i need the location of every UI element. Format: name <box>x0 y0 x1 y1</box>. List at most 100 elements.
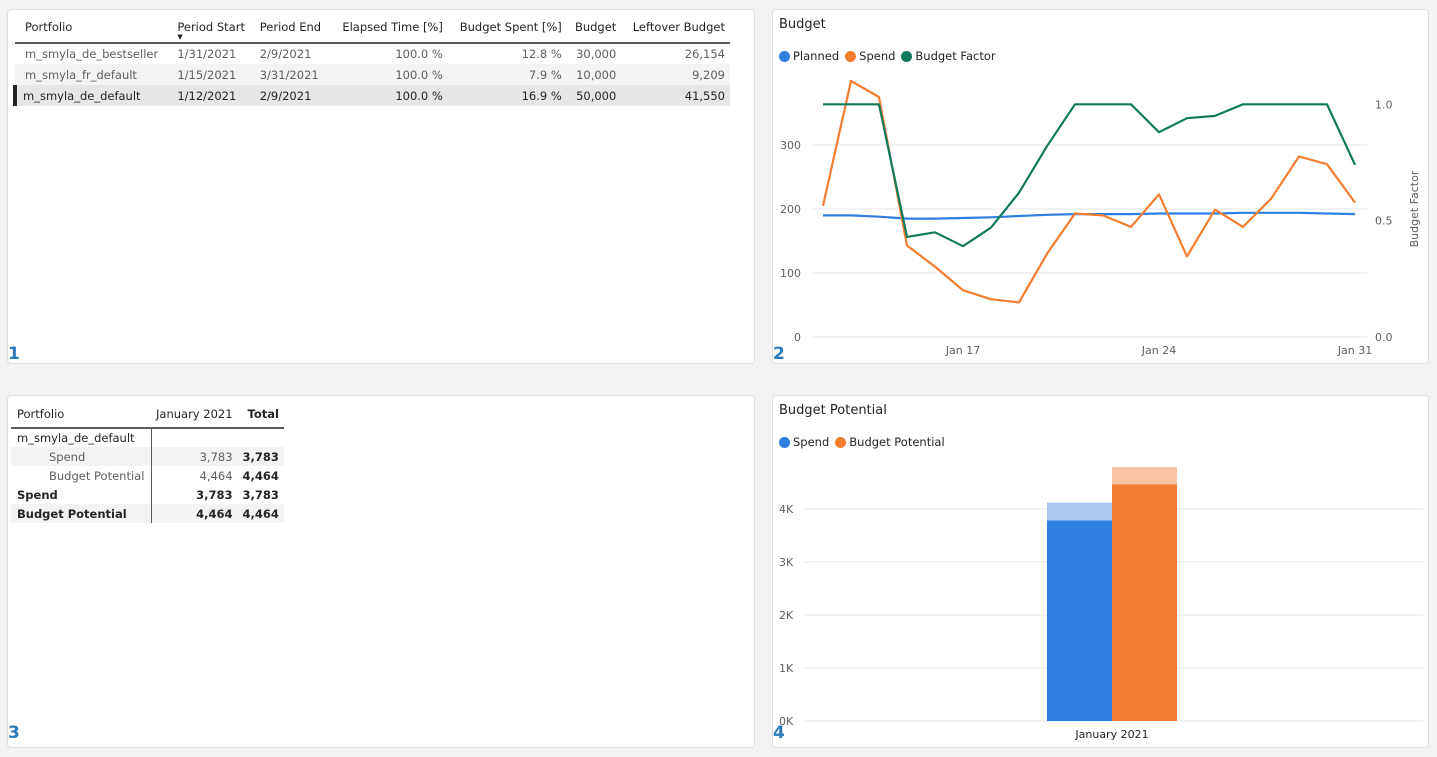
legend-dot-icon <box>779 50 790 62</box>
legend-dot-icon <box>835 436 847 448</box>
legend-label: Budget Factor <box>915 49 996 63</box>
legend-dot-icon <box>779 436 790 448</box>
matrix-row[interactable]: Spend 3,783 3,783 <box>11 447 284 466</box>
legend-item-budget-factor[interactable]: Budget Factor <box>901 49 996 63</box>
y2-tick-label: 0.5 <box>1375 215 1393 228</box>
legend-label: Budget Potential <box>849 435 945 449</box>
sort-desc-icon: ▼ <box>177 33 183 41</box>
portfolio-table: Portfolio Period Start ▼ Period End Elaps… <box>12 15 730 106</box>
legend-label: Planned <box>793 49 840 63</box>
col-budget[interactable]: Budget <box>574 20 617 34</box>
cell-start: 1/31/2021 <box>177 47 237 61</box>
matrix-col-january[interactable]: January 2021 <box>156 406 233 421</box>
legend-item-budget-potential[interactable]: Budget Potential <box>835 435 945 449</box>
matrix-cell-total: 4,464 <box>242 468 279 483</box>
matrix-cell: 4,464 <box>196 506 233 521</box>
matrix-total-label: Spend <box>11 485 152 504</box>
cell-leftover: 41,550 <box>684 88 725 103</box>
y-tick-label: 300 <box>780 139 801 152</box>
matrix-cell-total: 4,464 <box>242 506 279 521</box>
matrix-table: Portfolio January 2021 Total m_smyla_de_… <box>11 400 284 523</box>
budget-line-chart-panel: Budget Planned Spend Budget Factor 0 100 2… <box>772 9 1429 364</box>
matrix-group-label: m_smyla_de_default <box>11 428 152 447</box>
table-header-row: Portfolio Period Start ▼ Period End Elaps… <box>15 15 730 43</box>
legend-dot-icon <box>901 50 913 62</box>
col-period-start[interactable]: Period Start ▼ <box>172 15 254 43</box>
col-period-end[interactable]: Period End <box>259 20 322 34</box>
matrix-col-portfolio[interactable]: Portfolio <box>17 406 65 421</box>
cell-portfolio: m_smyla_de_default <box>12 85 173 106</box>
cell-elapsed: 100.0 % <box>395 67 443 82</box>
y2-tick-label: 1.0 <box>1375 98 1393 111</box>
table-row[interactable]: m_smyla_fr_default 1/15/2021 3/31/2021 1… <box>15 64 730 85</box>
matrix-row[interactable]: Budget Potential 4,464 4,464 <box>11 466 284 485</box>
matrix-row-label: Budget Potential <box>11 466 152 485</box>
matrix-row-label: Spend <box>11 447 152 466</box>
bar-chart-svg: 0K 1K 2K 3K 4K January 2021 <box>779 467 1423 741</box>
cell-spent: 7.9 % <box>528 67 562 82</box>
matrix-total-row[interactable]: Spend 3,783 3,783 <box>11 485 284 504</box>
matrix-header-row: Portfolio January 2021 Total <box>11 400 284 428</box>
legend-item-planned[interactable]: Planned <box>779 49 839 63</box>
y-tick-label: 2K <box>779 609 794 622</box>
cell-leftover: 9,209 <box>692 67 725 82</box>
x-tick-label: Jan 24 <box>1141 344 1176 357</box>
cell-spent: 16.9 % <box>521 88 562 103</box>
cell-leftover: 26,154 <box>684 47 725 61</box>
matrix-total-label: Budget Potential <box>11 504 152 523</box>
cell-spent: 12.8 % <box>521 47 562 61</box>
matrix-cell-total: 3,783 <box>242 487 279 502</box>
chart-title: Budget Potential <box>779 403 887 418</box>
bar-budget-potential <box>1112 484 1177 721</box>
chart-legend: Spend Budget Potential <box>779 435 951 449</box>
y-tick-label: 4K <box>779 503 794 516</box>
col-leftover[interactable]: Leftover Budget <box>632 20 725 34</box>
col-elapsed[interactable]: Elapsed Time [%] <box>342 20 443 34</box>
matrix-col-total[interactable]: Total <box>247 406 279 421</box>
chart-legend: Planned Spend Budget Factor <box>779 49 1002 63</box>
line-chart-svg: 0 100 200 300 0.0 0.5 1.0 Budget Factor Jan 17 Ja… <box>780 79 1421 357</box>
table-row[interactable]: m_smyla_de_bestseller 1/31/2021 2/9/2021… <box>15 43 730 64</box>
cell-budget: 30,000 <box>576 47 617 61</box>
y-tick-label: 3K <box>779 556 794 569</box>
bar-spend <box>1047 520 1112 721</box>
col-period-start-label: Period Start <box>177 20 245 34</box>
matrix-cell: 3,783 <box>199 449 233 464</box>
cell-budget: 10,000 <box>576 67 617 82</box>
y2-tick-label: 0.0 <box>1375 331 1393 344</box>
series-line-spend <box>821 79 1356 304</box>
cell-end: 2/9/2021 <box>259 47 312 61</box>
budget-potential-chart-panel: Budget Potential Spend Budget Potential … <box>772 395 1429 748</box>
col-portfolio[interactable]: Portfolio <box>25 20 73 34</box>
x-tick-label: Jan 17 <box>945 344 980 357</box>
panel-number-2: 2 <box>773 344 785 364</box>
cell-end: 2/9/2021 <box>259 88 312 103</box>
matrix-cell: 3,783 <box>196 487 233 502</box>
panel-number-1: 1 <box>8 344 20 364</box>
col-budget-spent[interactable]: Budget Spent [%] <box>459 20 562 34</box>
matrix-empty-cell <box>151 428 238 447</box>
cell-budget: 50,000 <box>576 88 617 103</box>
legend-item-spend[interactable]: Spend <box>779 435 829 449</box>
y-tick-label: 0K <box>779 715 794 728</box>
y-tick-label: 1K <box>779 662 794 675</box>
legend-dot-icon <box>845 50 857 62</box>
matrix-total-row[interactable]: Budget Potential 4,464 4,464 <box>11 504 284 523</box>
cell-elapsed: 100.0 % <box>395 47 443 61</box>
table-row-selected[interactable]: m_smyla_de_default 1/12/2021 2/9/2021 10… <box>12 85 730 106</box>
legend-item-spend[interactable]: Spend <box>845 49 895 63</box>
matrix-group-row[interactable]: m_smyla_de_default <box>11 428 284 447</box>
x-tick-label: Jan 31 <box>1337 344 1372 357</box>
panel-number-4: 4 <box>773 723 785 743</box>
legend-label: Spend <box>793 435 830 449</box>
cell-end: 3/31/2021 <box>259 67 319 82</box>
legend-label: Spend <box>859 49 896 63</box>
series-line-budget-factor <box>823 103 1356 248</box>
y-tick-label: 200 <box>780 203 801 216</box>
matrix-empty-cell <box>238 428 284 447</box>
panel-number-3: 3 <box>8 723 20 743</box>
cell-start: 1/12/2021 <box>177 88 237 103</box>
cell-portfolio: m_smyla_fr_default <box>25 67 137 82</box>
y2-axis-title: Budget Factor <box>1408 170 1421 247</box>
chart-title: Budget <box>779 17 826 32</box>
